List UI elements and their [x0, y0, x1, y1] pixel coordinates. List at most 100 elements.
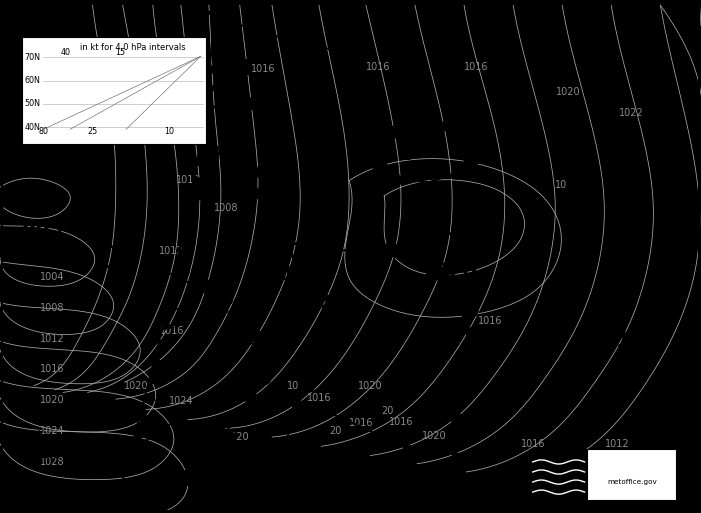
Text: L: L — [243, 60, 255, 79]
Polygon shape — [320, 293, 333, 303]
Polygon shape — [100, 261, 112, 270]
Polygon shape — [321, 330, 334, 340]
Polygon shape — [460, 137, 474, 146]
Text: ×: × — [130, 201, 139, 211]
Text: 1: 1 — [667, 124, 679, 143]
Text: 992: 992 — [22, 224, 66, 243]
Circle shape — [254, 373, 271, 385]
Text: H: H — [311, 453, 327, 472]
Polygon shape — [278, 456, 292, 465]
Polygon shape — [209, 65, 222, 75]
Polygon shape — [280, 37, 293, 48]
Polygon shape — [212, 28, 225, 38]
Polygon shape — [292, 400, 303, 409]
Circle shape — [454, 389, 472, 402]
Polygon shape — [200, 139, 213, 148]
Circle shape — [442, 408, 461, 422]
Text: 1016: 1016 — [479, 315, 503, 326]
Polygon shape — [426, 450, 438, 459]
FancyBboxPatch shape — [587, 449, 676, 500]
Text: ×: × — [36, 428, 45, 439]
Text: 1016: 1016 — [251, 64, 275, 74]
Circle shape — [461, 305, 479, 318]
Text: 1020: 1020 — [40, 395, 65, 405]
Text: H: H — [601, 298, 618, 318]
Polygon shape — [90, 207, 103, 216]
Polygon shape — [227, 92, 240, 103]
Polygon shape — [196, 156, 210, 167]
Polygon shape — [379, 435, 390, 445]
Text: ×: × — [477, 270, 485, 280]
Text: L: L — [203, 435, 215, 455]
Text: 1016: 1016 — [465, 62, 489, 72]
Polygon shape — [397, 176, 409, 186]
Polygon shape — [451, 453, 463, 462]
Polygon shape — [148, 376, 162, 385]
Text: 1016: 1016 — [349, 418, 373, 428]
Polygon shape — [189, 193, 203, 203]
Polygon shape — [152, 357, 166, 367]
Circle shape — [466, 326, 484, 340]
Circle shape — [409, 252, 427, 266]
Polygon shape — [156, 427, 168, 437]
Text: 101: 101 — [588, 331, 632, 351]
Polygon shape — [303, 384, 317, 393]
Text: H: H — [440, 226, 457, 246]
Text: L: L — [38, 188, 50, 207]
Polygon shape — [99, 225, 111, 234]
Text: 1016: 1016 — [160, 326, 184, 336]
Text: 1000: 1000 — [264, 265, 322, 284]
Text: ×: × — [315, 476, 324, 486]
FancyBboxPatch shape — [530, 449, 587, 500]
Polygon shape — [316, 348, 330, 358]
Polygon shape — [278, 243, 292, 253]
Circle shape — [325, 238, 343, 251]
Circle shape — [235, 151, 252, 163]
Circle shape — [441, 120, 456, 131]
Polygon shape — [264, 206, 278, 215]
Text: 1016: 1016 — [41, 364, 64, 374]
Polygon shape — [81, 190, 94, 199]
Circle shape — [355, 238, 373, 251]
Polygon shape — [447, 171, 461, 180]
Polygon shape — [102, 243, 115, 252]
Polygon shape — [226, 19, 238, 30]
Text: 1008: 1008 — [215, 203, 238, 213]
Text: 50N: 50N — [25, 100, 41, 108]
Circle shape — [247, 330, 264, 342]
Circle shape — [247, 394, 264, 406]
Polygon shape — [170, 285, 184, 294]
Polygon shape — [297, 260, 311, 269]
Circle shape — [295, 242, 313, 255]
Polygon shape — [358, 426, 369, 436]
Text: 1024: 1024 — [40, 426, 65, 436]
Text: in kt for 4.0 hPa intervals: in kt for 4.0 hPa intervals — [80, 43, 186, 52]
Text: 10: 10 — [554, 180, 567, 190]
Text: 1020: 1020 — [358, 381, 383, 391]
Text: 1012: 1012 — [604, 439, 629, 449]
Text: 1012: 1012 — [534, 469, 559, 480]
Circle shape — [449, 285, 468, 298]
Polygon shape — [143, 393, 157, 403]
Polygon shape — [372, 141, 384, 151]
Circle shape — [465, 155, 480, 166]
Polygon shape — [205, 102, 218, 111]
Text: 15: 15 — [116, 48, 125, 57]
Circle shape — [255, 351, 272, 363]
Text: 1020: 1020 — [124, 381, 149, 391]
Polygon shape — [217, 399, 229, 408]
Text: H: H — [212, 147, 229, 166]
Circle shape — [224, 112, 240, 124]
Polygon shape — [133, 430, 147, 440]
Text: 1020: 1020 — [420, 262, 477, 282]
Circle shape — [421, 182, 435, 193]
Polygon shape — [336, 50, 350, 61]
Text: 1020: 1020 — [555, 87, 580, 97]
Text: 1020: 1020 — [224, 432, 250, 442]
Polygon shape — [213, 9, 226, 19]
Circle shape — [221, 431, 238, 444]
Polygon shape — [231, 131, 245, 141]
Text: 60N: 60N — [25, 76, 41, 85]
Polygon shape — [138, 412, 152, 422]
Polygon shape — [203, 120, 216, 130]
